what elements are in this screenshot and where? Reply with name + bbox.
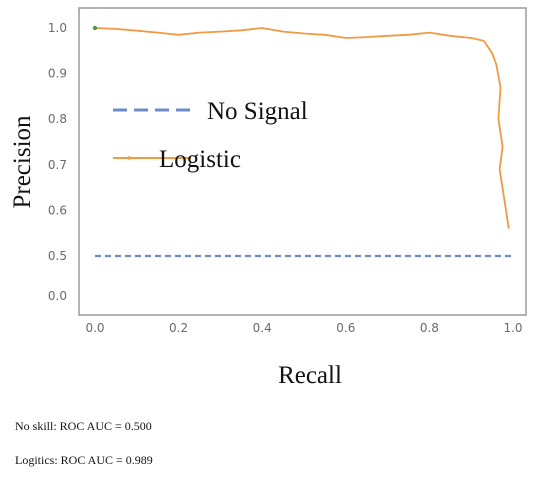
series-layer	[92, 25, 513, 258]
pr-curve-chart: 1.00.90.80.70.60.50.0 0.0 0.2 0.4 0.6 0.8 1.0…	[9, 7, 527, 389]
y-tick-label: 0.5	[48, 249, 67, 263]
x-tick-label: 0.4	[253, 321, 272, 335]
y-tick-label: 0.9	[48, 67, 67, 81]
legend: No Signal Logistic	[113, 98, 308, 173]
x-tick-labels: 0.0 0.2 0.4 0.6 0.8 1.0	[85, 321, 522, 335]
y-tick-label: 0.7	[48, 158, 67, 172]
y-tick-label: 1.0	[48, 21, 67, 35]
logistic-auc-note: Logitics: ROC AUC = 0.989	[15, 453, 153, 467]
x-tick-label: 0.0	[85, 321, 104, 335]
y-tick-label: 0.6	[48, 203, 67, 217]
legend-marker-logistic	[127, 156, 131, 160]
y-tick-label: 0.0	[48, 289, 67, 303]
y-tick-label: 0.8	[48, 112, 67, 126]
logistic-line	[94, 27, 510, 229]
plot-frame	[78, 7, 527, 316]
legend-label-logistic: Logistic	[159, 146, 241, 173]
x-axis-title: Recall	[278, 362, 342, 389]
x-tick-label: 0.2	[169, 321, 188, 335]
legend-label-no-signal: No Signal	[207, 98, 308, 125]
y-tick-labels: 1.0 0.9 0.8 0.7 0.6 0.5 0.0	[48, 21, 67, 303]
x-tick-label: 1.0	[503, 321, 522, 335]
logistic-start-point	[92, 25, 98, 31]
x-tick-label: 0.6	[336, 321, 355, 335]
no-skill-auc-note: No skill: ROC AUC = 0.500	[15, 419, 152, 433]
x-tick-label: 0.8	[420, 321, 439, 335]
y-axis-title: Precision	[9, 115, 36, 209]
